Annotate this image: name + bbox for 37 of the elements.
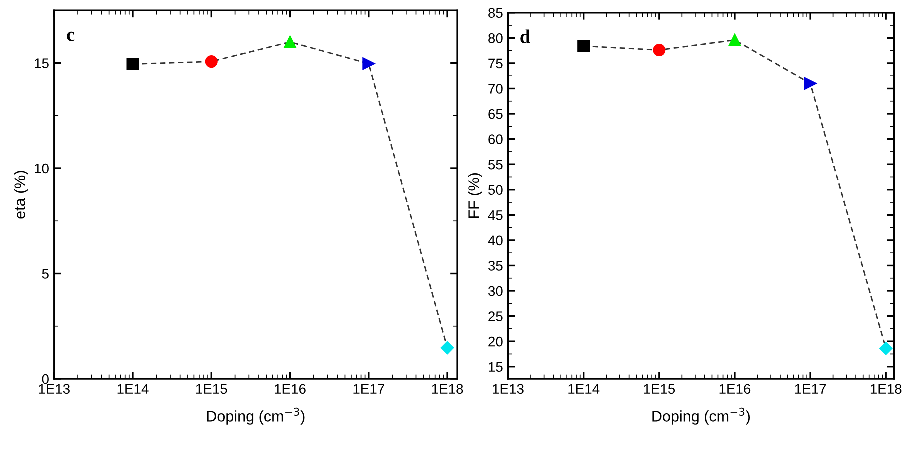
y-tick-label: 35 xyxy=(488,261,503,271)
x-tick-label: 1E16 xyxy=(720,384,751,394)
y-tick-label: 60 xyxy=(488,134,503,144)
x-tick-label: 1E18 xyxy=(870,384,902,394)
y-tick-label: 20 xyxy=(488,336,503,347)
y-tick-label: 40 xyxy=(488,236,503,246)
y-tick-label: 85 xyxy=(488,8,503,18)
x-tick-label: 1E14 xyxy=(568,384,600,394)
y-tick-label: 15 xyxy=(489,362,503,372)
x-tick-label: 1E13 xyxy=(39,384,70,394)
y-tick-label: 10 xyxy=(35,164,49,174)
y-tick-label: 15 xyxy=(35,58,49,68)
x-tick-label: 1E15 xyxy=(196,384,228,394)
annotation: c xyxy=(67,32,75,42)
annotation: d xyxy=(520,30,530,44)
y-tick-label: 30 xyxy=(488,286,503,296)
y-tick-label: 50 xyxy=(488,185,503,196)
y-tick-label: 80 xyxy=(488,34,503,44)
y-tick-label: 0 xyxy=(42,374,49,384)
x-tick-label: 1E17 xyxy=(354,384,384,394)
x-tick-label: 1E15 xyxy=(644,384,676,394)
y-tick-label: 65 xyxy=(488,109,503,120)
x-tick-label: 1E18 xyxy=(432,384,464,394)
y-tick-label: 5 xyxy=(42,269,49,279)
x-axis-title: Doping (cm$^{−3}$) xyxy=(207,408,305,425)
x-tick-label: 1E17 xyxy=(795,384,826,394)
x-tick-label: 1E13 xyxy=(493,384,524,394)
y-axis-title: eta (%) xyxy=(14,171,28,219)
x-tick-label: 1E14 xyxy=(118,384,149,394)
y-tick-label: 25 xyxy=(488,312,503,322)
y-tick-label: 70 xyxy=(488,84,503,94)
y-axis-title: FF (%) xyxy=(468,174,482,218)
y-tick-label: 45 xyxy=(488,210,503,220)
x-axis-title: Doping (cm$^{−3}$) xyxy=(652,408,750,425)
y-tick-label: 75 xyxy=(488,58,503,69)
x-tick-label: 1E16 xyxy=(275,384,306,394)
y-tick-label: 55 xyxy=(488,160,503,170)
